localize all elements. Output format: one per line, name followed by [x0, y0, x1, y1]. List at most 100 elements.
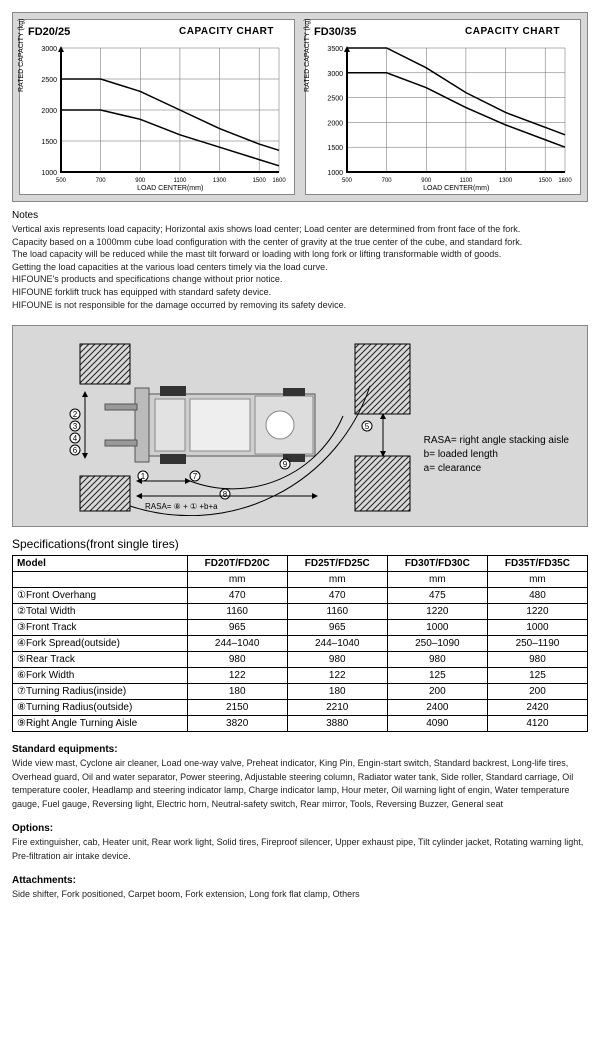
value-cell: 980	[487, 652, 587, 668]
turning-diagram: 123456789 RASA= ⑧ + ① +b+a	[23, 336, 577, 516]
notes-line: Getting the load capacities at the vario…	[12, 261, 588, 274]
table-row: ⑨Right Angle Turning Aisle38203880409041…	[13, 716, 588, 732]
notes-header: Notes	[12, 210, 588, 221]
svg-text:3000: 3000	[41, 46, 57, 53]
diagram-legend: RASA= right angle stacking aisle b= load…	[424, 434, 569, 476]
capacity-chart-2: FD30/35 CAPACITY CHART RATED CAPACITY (k…	[305, 19, 581, 195]
value-cell: 470	[187, 588, 287, 604]
svg-text:3000: 3000	[327, 71, 343, 78]
svg-text:7: 7	[193, 472, 198, 481]
value-cell: 1160	[287, 604, 387, 620]
capacity-chart-1: FD20/25 CAPACITY CHART RATED CAPACITY (k…	[19, 19, 295, 195]
svg-text:3500: 3500	[327, 46, 343, 53]
value-cell: 125	[487, 668, 587, 684]
svg-text:8: 8	[223, 490, 228, 499]
value-cell: 980	[387, 652, 487, 668]
capacity-charts-panel: FD20/25 CAPACITY CHART RATED CAPACITY (k…	[12, 12, 588, 202]
options-title: Options:	[12, 823, 588, 834]
notes-line: HIFOUNE is not responsible for the damag…	[12, 299, 588, 312]
value-cell: 2210	[287, 700, 387, 716]
table-row: ③Front Track96596510001000	[13, 620, 588, 636]
notes-line: Capacity based on a 1000mm cube load con…	[12, 236, 588, 249]
value-cell: 125	[387, 668, 487, 684]
svg-text:2500: 2500	[41, 77, 57, 84]
value-cell: 1000	[487, 620, 587, 636]
value-cell: 965	[187, 620, 287, 636]
value-cell: 244–1040	[187, 636, 287, 652]
row-label: ⑦Turning Radius(inside)	[13, 684, 188, 700]
attachments-text: Side shifter, Fork positioned, Carpet bo…	[12, 888, 588, 902]
svg-text:9: 9	[283, 460, 288, 469]
notes-block: Notes Vertical axis represents load capa…	[12, 210, 588, 311]
svg-text:6: 6	[73, 446, 78, 455]
notes-line: HIFOUNE forklift truck has equipped with…	[12, 286, 588, 299]
svg-text:1000: 1000	[327, 170, 343, 177]
svg-text:1500: 1500	[539, 178, 553, 184]
value-cell: 200	[487, 684, 587, 700]
attachments-title: Attachments:	[12, 875, 588, 886]
value-cell: 180	[187, 684, 287, 700]
model-col: FD30T/FD30C	[387, 556, 487, 572]
svg-text:1: 1	[141, 472, 146, 481]
value-cell: 250–1190	[487, 636, 587, 652]
table-row: ④Fork Spread(outside)244–1040244–1040250…	[13, 636, 588, 652]
svg-text:500: 500	[342, 178, 353, 184]
value-cell: 1220	[387, 604, 487, 620]
value-cell: 122	[187, 668, 287, 684]
row-label: ②Total Width	[13, 604, 188, 620]
notes-line: The load capacity will be reduced while …	[12, 248, 588, 261]
svg-text:1100: 1100	[173, 178, 187, 184]
value-cell: 244–1040	[287, 636, 387, 652]
table-row: ⑧Turning Radius(outside)2150221024002420	[13, 700, 588, 716]
model-header: Model	[13, 556, 188, 572]
svg-text:500: 500	[56, 178, 67, 184]
table-row: ⑥Fork Width122122125125	[13, 668, 588, 684]
value-cell: 980	[287, 652, 387, 668]
spec-heading: Specifications(front single tires)	[12, 537, 588, 551]
svg-text:900: 900	[421, 178, 432, 184]
svg-text:1500: 1500	[327, 145, 343, 152]
row-label: ⑥Fork Width	[13, 668, 188, 684]
unit-cell: mm	[187, 572, 287, 588]
rasa-formula: RASA= ⑧ + ① +b+a	[145, 502, 218, 511]
b-label: b= loaded length	[424, 448, 569, 462]
value-cell: 4120	[487, 716, 587, 732]
value-cell: 2400	[387, 700, 487, 716]
value-cell: 2150	[187, 700, 287, 716]
table-row: ②Total Width1160116012201220	[13, 604, 588, 620]
value-cell: 3880	[287, 716, 387, 732]
row-label: ①Front Overhang	[13, 588, 188, 604]
value-cell: 250–1090	[387, 636, 487, 652]
row-label: ③Front Track	[13, 620, 188, 636]
turning-diagram-panel: 123456789 RASA= ⑧ + ① +b+a RASA= right a…	[12, 325, 588, 527]
svg-text:4: 4	[73, 434, 78, 443]
value-cell: 122	[287, 668, 387, 684]
svg-text:2000: 2000	[327, 120, 343, 127]
value-cell: 2420	[487, 700, 587, 716]
model-col: FD20T/FD20C	[187, 556, 287, 572]
value-cell: 980	[187, 652, 287, 668]
notes-line: HIFOUNE's products and specifications ch…	[12, 273, 588, 286]
model-col: FD35T/FD35C	[487, 556, 587, 572]
value-cell: 470	[287, 588, 387, 604]
value-cell: 4090	[387, 716, 487, 732]
model-col: FD25T/FD25C	[287, 556, 387, 572]
equip-text: Wide view mast, Cyclone air cleaner, Loa…	[12, 757, 588, 811]
svg-text:2: 2	[73, 410, 78, 419]
svg-text:2000: 2000	[41, 108, 57, 115]
svg-text:5: 5	[365, 422, 370, 431]
value-cell: 965	[287, 620, 387, 636]
value-cell: 480	[487, 588, 587, 604]
svg-text:900: 900	[135, 178, 146, 184]
a-label: a= clearance	[424, 462, 569, 476]
notes-line: Vertical axis represents load capacity; …	[12, 223, 588, 236]
value-cell: 1000	[387, 620, 487, 636]
svg-text:1000: 1000	[41, 170, 57, 177]
value-cell: 3820	[187, 716, 287, 732]
value-cell: 1220	[487, 604, 587, 620]
row-label: ⑨Right Angle Turning Aisle	[13, 716, 188, 732]
value-cell: 1160	[187, 604, 287, 620]
svg-text:1600: 1600	[558, 178, 572, 184]
svg-text:1300: 1300	[499, 178, 513, 184]
row-label: ④Fork Spread(outside)	[13, 636, 188, 652]
